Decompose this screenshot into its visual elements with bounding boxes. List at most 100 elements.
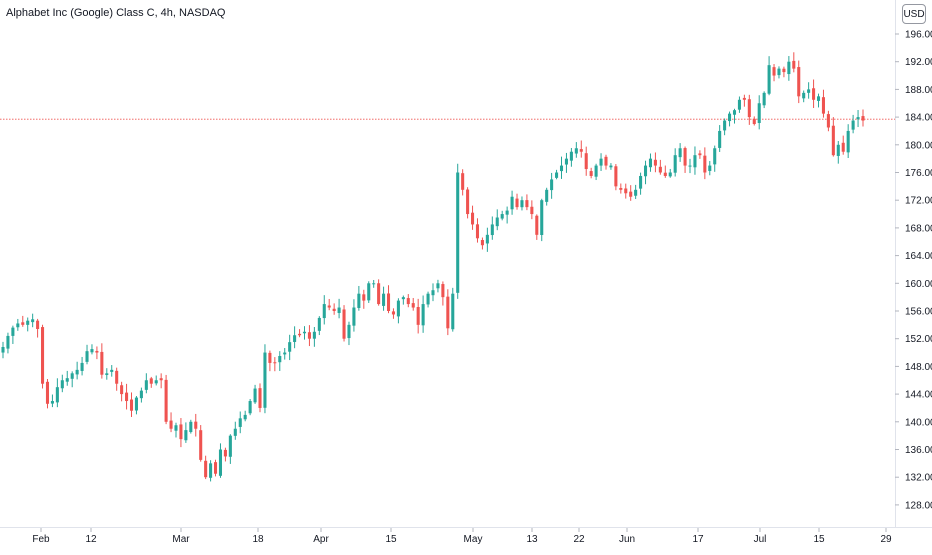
candle [179,418,183,448]
candle [189,419,193,434]
candle [629,185,633,201]
x-axis-tick-label: Jul [754,534,767,545]
candle [204,455,208,480]
candle-body [253,388,257,403]
candle [732,108,737,124]
candle-body [584,153,588,170]
candle-body [703,155,707,173]
candle-body [80,362,84,371]
candle-body [555,172,559,178]
candle-body [347,324,351,339]
candle-body [471,212,475,225]
candle [485,227,489,252]
candle-body [737,99,741,110]
candle [831,117,835,157]
candle [816,93,821,108]
candle [1,341,5,359]
y-axis-tick-label: 160.00 [905,279,932,290]
candle-body [648,158,653,168]
candle-body [836,144,840,156]
candle [757,95,761,130]
candle-body [411,303,415,308]
candle-body [293,335,297,342]
candle [752,116,756,126]
candle [698,150,702,159]
candle-body [466,189,470,215]
candle-body [312,331,316,339]
candle [614,164,618,191]
candle [471,205,475,230]
candle-body [461,173,465,190]
candle-body [515,198,519,208]
candle [821,89,825,118]
candle-body [441,284,445,298]
y-axis-tick-label: 140.00 [905,417,932,428]
candle [307,325,311,347]
y-axis-tick-label: 152.00 [905,334,932,345]
candle [248,399,252,416]
candle-body [11,327,15,336]
candle [713,145,717,172]
candle-body [772,67,776,76]
candle-body [174,425,178,431]
candle [762,91,766,109]
candle-body [159,378,163,381]
y-axis-tick-label: 144.00 [905,390,932,401]
candle-body [728,113,732,122]
y-axis-tick-label: 164.00 [905,251,932,262]
candle-body [757,103,761,124]
candle-body [288,342,292,352]
candle [169,412,173,433]
candle-body [401,297,405,300]
x-axis-tick-label: Mar [172,534,190,545]
candle-body [436,283,440,289]
candle [406,294,410,308]
candle-body [263,352,267,408]
candle-body [668,172,672,177]
candle-body [164,379,168,422]
candle [559,156,564,179]
candle-body [564,158,568,165]
y-axis-tick-label: 128.00 [905,500,932,511]
candle [545,187,549,206]
candle-body [382,293,386,306]
candle [199,425,203,462]
candle-body [639,175,643,189]
candle [110,365,114,377]
candle [75,361,79,380]
y-axis-tick-label: 172.00 [905,196,932,207]
candle [194,413,198,437]
candle-body [693,155,697,168]
candle [120,381,124,402]
candle-body [302,331,307,334]
candle [569,147,573,167]
candle-body [540,200,544,235]
y-axis-tick-label: 168.00 [905,223,932,234]
chart-title: Alphabet Inc (Google) Class C, 4h, NASDA… [6,7,226,19]
candle-body [856,117,860,120]
candle-body [41,327,45,384]
candle-body [337,307,341,313]
candle [134,395,138,415]
candle [298,329,302,338]
candle-body [243,414,247,420]
candle [377,279,381,306]
candle-body [688,165,692,167]
candle-body [752,118,756,125]
candle [718,125,722,152]
currency-button[interactable]: USD [902,4,926,24]
candle [505,206,509,224]
candle-body [559,165,564,172]
candle [293,326,297,349]
candle [826,110,830,132]
candle [708,161,712,176]
candle-body [574,148,578,154]
candle [223,447,227,462]
candle [446,289,450,336]
candle [253,384,257,404]
candle-body [248,401,252,414]
candle [742,94,746,107]
candle [159,373,163,389]
